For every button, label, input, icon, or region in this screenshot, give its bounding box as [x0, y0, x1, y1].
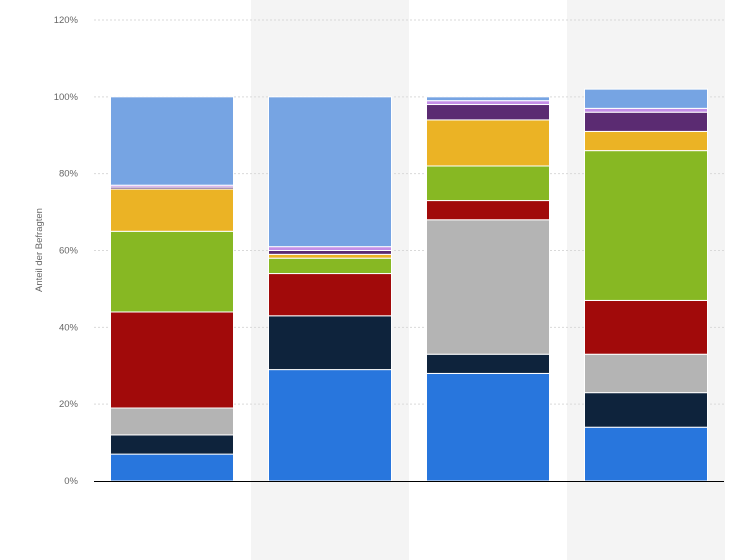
y-axis-ticks: 0% 20% 40% 60% 80% 100% 120%	[54, 15, 79, 487]
y-tick-label: 80%	[59, 169, 79, 180]
bar-segment[interactable]	[110, 188, 234, 232]
bar-segment[interactable]	[268, 250, 392, 255]
bar-segment[interactable]	[110, 453, 234, 482]
bar-segment[interactable]	[584, 392, 708, 428]
bar-segment[interactable]	[110, 407, 234, 436]
bar-segment[interactable]	[426, 200, 550, 221]
bar-segment[interactable]	[584, 426, 708, 482]
bar-segment[interactable]	[584, 88, 708, 109]
bar-segment[interactable]	[584, 353, 708, 394]
bar-segment[interactable]	[584, 150, 708, 301]
bar-segment[interactable]	[584, 299, 708, 355]
bar-segment[interactable]	[268, 257, 392, 275]
y-axis-title: Anteil der Befragten	[34, 208, 45, 292]
bar-segment[interactable]	[110, 230, 234, 313]
bar-segment[interactable]	[268, 315, 392, 371]
bar-segment[interactable]	[426, 96, 550, 102]
bar-segment[interactable]	[584, 107, 708, 113]
bar-segment[interactable]	[426, 165, 550, 202]
bar-segment[interactable]	[426, 353, 550, 374]
bar-segment[interactable]	[426, 100, 550, 106]
bar-segment[interactable]	[268, 253, 392, 259]
bar-segment[interactable]	[110, 434, 234, 455]
bar-stack	[584, 88, 708, 482]
bar-segment[interactable]	[268, 96, 392, 248]
bar-stack	[426, 96, 550, 482]
bar-segment[interactable]	[426, 372, 550, 482]
bar-segment[interactable]	[426, 119, 550, 167]
y-tick-label: 20%	[59, 399, 79, 410]
bar-segment[interactable]	[268, 369, 392, 482]
y-tick-label: 40%	[59, 322, 79, 333]
bar-stack	[268, 96, 392, 482]
bar-segment[interactable]	[110, 311, 234, 409]
bar-segment[interactable]	[268, 273, 392, 317]
y-tick-label: 100%	[54, 92, 79, 103]
bars	[110, 88, 708, 482]
y-tick-label: 0%	[64, 476, 78, 487]
bar-segment[interactable]	[584, 130, 708, 152]
bar-segment[interactable]	[110, 96, 234, 186]
bar-segment[interactable]	[426, 219, 550, 355]
y-tick-label: 120%	[54, 15, 79, 26]
bar-segment[interactable]	[584, 111, 708, 132]
y-tick-label: 60%	[59, 246, 79, 257]
bar-segment[interactable]	[268, 246, 392, 252]
bar-segment[interactable]	[426, 104, 550, 121]
bar-stack	[110, 96, 234, 482]
